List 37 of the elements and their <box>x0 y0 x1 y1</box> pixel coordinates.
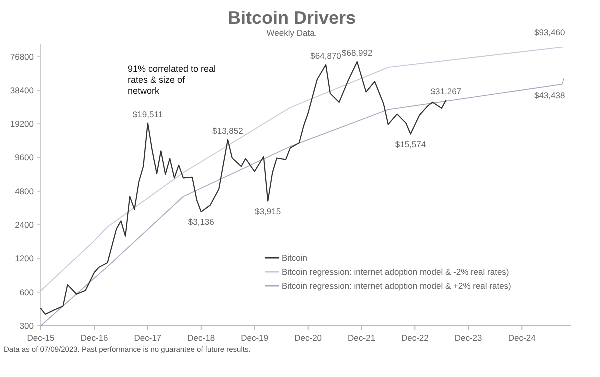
annotation: $43,438 <box>534 90 566 100</box>
line-series <box>40 84 563 326</box>
legend-label: Bitcoin <box>282 252 308 263</box>
annotation: $13,852 <box>212 126 244 136</box>
x-tick-label: Dec-19 <box>241 333 269 343</box>
x-tick-label: Dec-16 <box>80 333 109 343</box>
annotation: $19,511 <box>132 109 164 120</box>
x-tick-label: Dec-21 <box>348 333 376 343</box>
y-tick-label: 76800 <box>10 52 34 62</box>
x-tick-label: Dec-23 <box>454 333 483 343</box>
annotation: $68,992 <box>342 48 373 58</box>
x-tick-label: Dec-20 <box>294 333 322 343</box>
y-tick-label: 2400 <box>15 220 34 230</box>
annotation: $3,136 <box>188 217 215 228</box>
annotation: $93,460 <box>534 27 566 38</box>
x-tick-label: Dec-18 <box>188 333 216 343</box>
annotation: $15,574 <box>395 139 426 150</box>
y-tick-label: 38400 <box>10 85 34 96</box>
y-tick-label: 1200 <box>15 254 34 264</box>
line-series <box>40 46 563 292</box>
annotation: $64,870 <box>310 51 342 62</box>
y-tick-label: 600 <box>20 287 34 298</box>
legend-label: Bitcoin regression: internet adoption model & -2% real rates) <box>282 266 510 277</box>
annotation: $31,267 <box>430 86 462 96</box>
chart-title: Bitcoin Drivers <box>228 8 356 28</box>
annotation: $3,915 <box>255 206 282 216</box>
x-tick-label: Dec-17 <box>134 333 162 343</box>
chart-subtitle: Weekly Data. <box>266 28 318 38</box>
legend-label: Bitcoin regression: internet adoption model & +2% real rates) <box>282 280 512 291</box>
y-tick-label: 4800 <box>15 186 34 196</box>
x-tick-label: Dec-22 <box>401 333 430 343</box>
y-tick-label: 300 <box>20 320 34 331</box>
y-tick-label: 9600 <box>15 152 34 163</box>
y-tick-label: 19200 <box>10 119 34 130</box>
x-tick-label: Dec-24 <box>508 333 536 343</box>
x-tick-label: Dec-15 <box>27 333 55 343</box>
annotation: 91% correlated to real rates & size of network <box>128 64 216 96</box>
